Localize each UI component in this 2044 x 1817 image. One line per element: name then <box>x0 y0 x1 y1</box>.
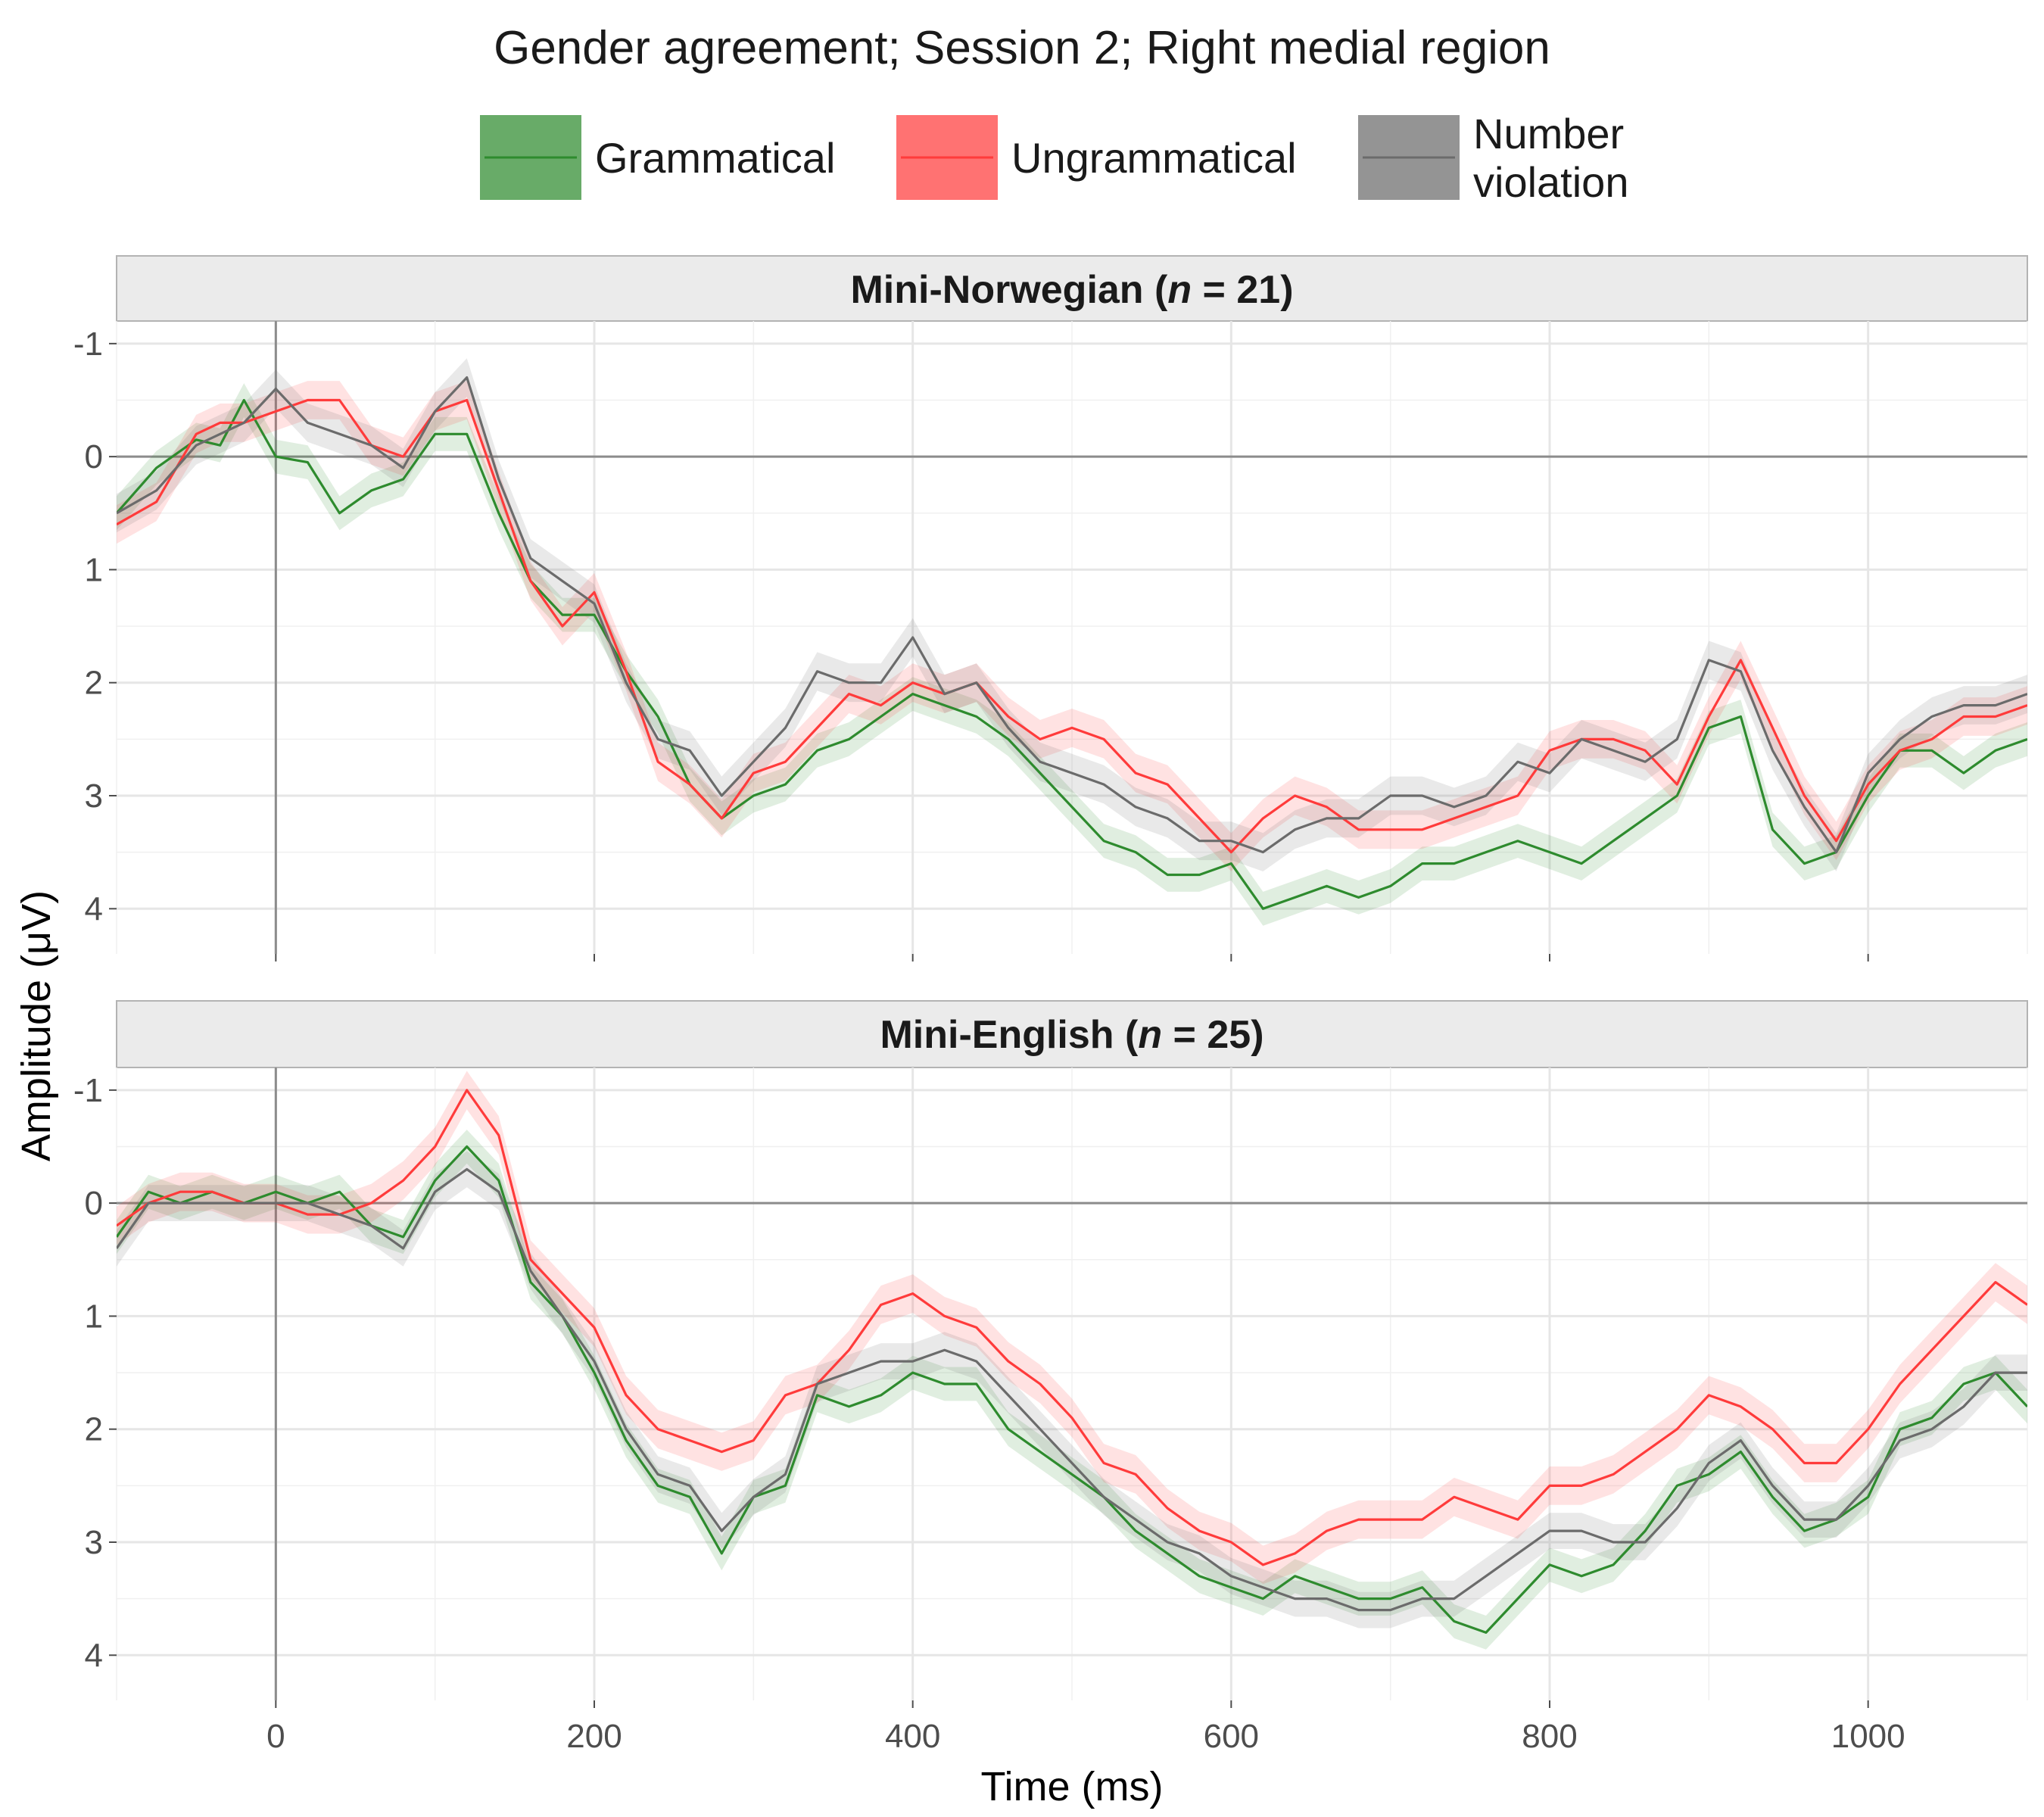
x-tick-label: 400 <box>885 1718 940 1755</box>
y-axis-title: Amplitude (μV) <box>14 890 59 1161</box>
x-tick-label: 0 <box>266 1718 285 1755</box>
ribbon-number <box>117 1151 2027 1628</box>
x-axis-title: Time (ms) <box>981 1764 1164 1809</box>
x-tick-label: 200 <box>566 1718 622 1755</box>
chart-title: Gender agreement; Session 2; Right media… <box>494 22 1550 74</box>
y-tick-label: 0 <box>85 1185 103 1222</box>
y-tick-label: -1 <box>73 1072 103 1109</box>
x-tick-label: 1000 <box>1831 1718 1905 1755</box>
series-line-grammatical <box>117 398 2027 910</box>
legend-label-number: Number violation <box>1473 110 1628 206</box>
x-tick-label: 600 <box>1204 1718 1259 1755</box>
y-tick-label: 2 <box>85 665 103 702</box>
y-tick-label: 1 <box>85 551 103 588</box>
panel-2: Mini-English (n = 25) -1 0 1 2 3 4 <box>73 1000 2028 1708</box>
y-tick-label: 2 <box>85 1411 103 1448</box>
ribbon-grammatical <box>117 383 2027 926</box>
panel-strip <box>116 255 2028 322</box>
y-tick-label: 4 <box>85 890 103 927</box>
legend-label-ungrammatical: Ungrammatical <box>1011 134 1297 182</box>
ribbon-ungrammatical <box>117 381 2027 872</box>
series-group <box>117 358 2027 926</box>
ribbon-number <box>117 358 2027 871</box>
y-tick-label: 3 <box>85 1524 103 1561</box>
y-tick-label: 0 <box>85 438 103 475</box>
series-line-number <box>117 1167 2027 1612</box>
x-tick-label: 800 <box>1522 1718 1577 1755</box>
series-line-number <box>117 376 2027 854</box>
panel-strip-label: Mini-English (n = 25) <box>880 1013 1263 1057</box>
y-tick-label: 1 <box>85 1298 103 1335</box>
series-line-ungrammatical <box>117 1089 2027 1566</box>
y-tick-label: 3 <box>85 778 103 815</box>
panels: Mini-Norwegian (n = 21)-101234Mini-Engli… <box>73 255 2028 1755</box>
y-tick-label: 4 <box>85 1637 103 1674</box>
legend: Grammatical Ungrammatical Number violation <box>480 110 1628 206</box>
panel-strip <box>116 1000 2028 1068</box>
series-group <box>117 1071 2027 1650</box>
legend-label-grammatical: Grammatical <box>595 134 835 182</box>
y-tick-label: -1 <box>73 326 103 363</box>
series-line-grammatical <box>117 1145 2027 1634</box>
panel-strip-label: Mini-Norwegian (n = 21) <box>850 268 1293 312</box>
panel-1: Mini-Norwegian (n = 21) -1 0 1 2 3 4 <box>73 255 2028 961</box>
